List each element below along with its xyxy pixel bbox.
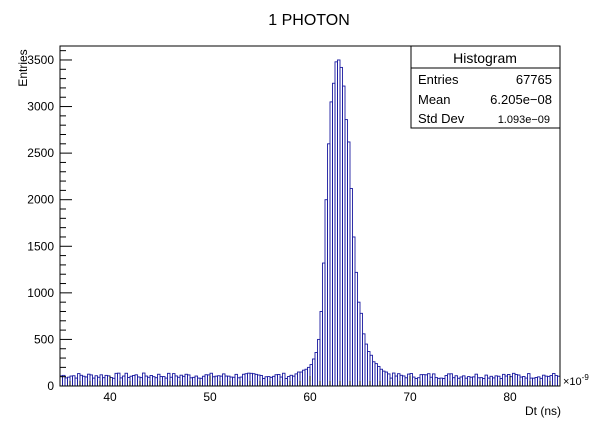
y-tick-label: 0 bbox=[47, 379, 54, 393]
x-axis-label: Dt (ns) bbox=[525, 404, 561, 418]
x-tick-label: 50 bbox=[203, 390, 217, 404]
y-axis-label: Entries bbox=[16, 49, 30, 86]
x-exponent-power: -9 bbox=[582, 373, 590, 382]
y-tick-label: 2000 bbox=[27, 193, 54, 207]
x-axis: 40 50 60 70 80 bbox=[59, 376, 561, 404]
y-axis: 0 500 1000 1500 2000 2500 3000 3500 bbox=[27, 50, 72, 393]
stats-stddev-label: Std Dev bbox=[418, 111, 465, 126]
stats-entries-label: Entries bbox=[418, 72, 459, 87]
x-tick-label: 70 bbox=[403, 390, 417, 404]
stats-box-frame bbox=[410, 45, 561, 129]
x-exponent-base: ×10 bbox=[563, 376, 582, 388]
stats-mean-value: 6.205e−08 bbox=[490, 92, 552, 107]
y-tick-label: 2500 bbox=[27, 146, 54, 160]
y-tick-label: 3500 bbox=[27, 53, 54, 67]
x-tick-label: 80 bbox=[503, 390, 517, 404]
stats-box-title: Histogram bbox=[453, 50, 517, 66]
y-tick-label: 1500 bbox=[27, 239, 54, 253]
x-tick-label: 60 bbox=[303, 390, 317, 404]
x-tick-label: 40 bbox=[103, 390, 117, 404]
y-tick-label: 1000 bbox=[27, 286, 54, 300]
x-axis-exponent: ×10-9 bbox=[563, 373, 589, 388]
y-tick-label: 500 bbox=[34, 332, 54, 346]
stats-mean-label: Mean bbox=[418, 92, 451, 107]
stats-entries-value: 67765 bbox=[516, 72, 552, 87]
y-tick-label: 3000 bbox=[27, 100, 54, 114]
chart-title: 1 PHOTON bbox=[268, 12, 350, 29]
plot-frame bbox=[59, 45, 561, 387]
stats-box: Histogram Entries 67765 Mean 6.205e−08 S… bbox=[410, 45, 561, 129]
stats-stddev-value: 1.093e−09 bbox=[498, 114, 550, 126]
